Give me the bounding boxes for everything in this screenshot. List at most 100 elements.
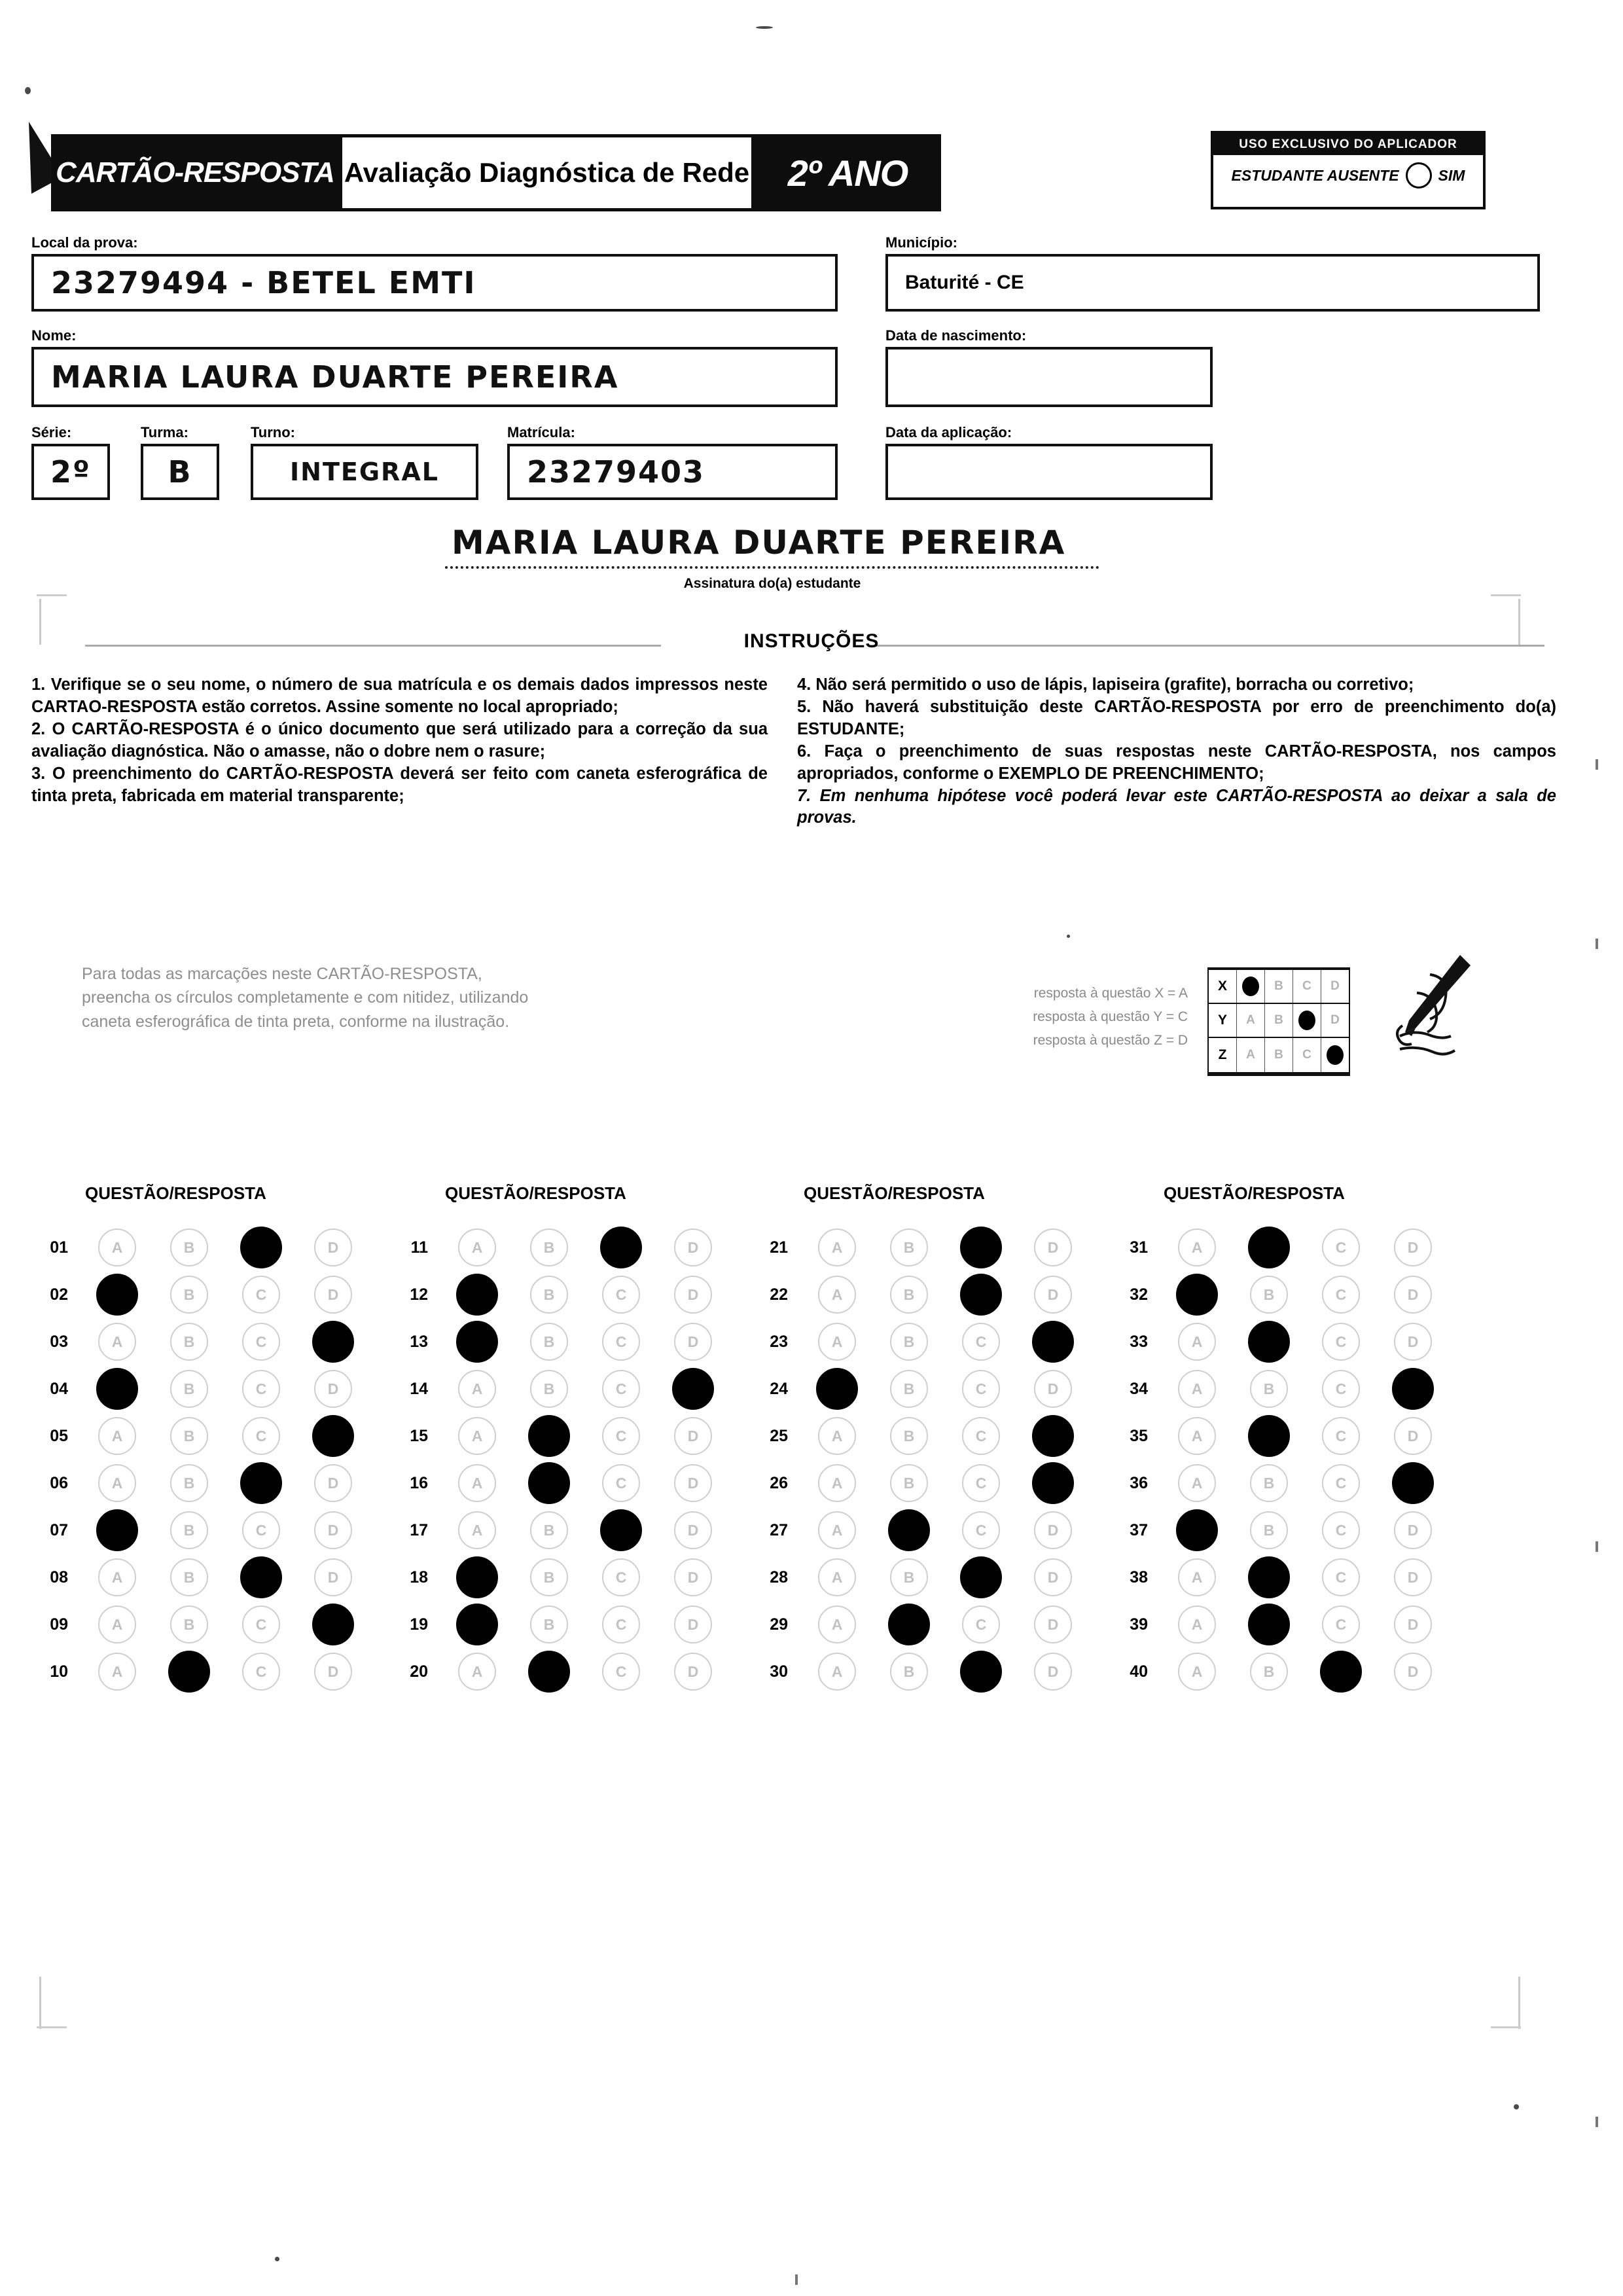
answer-option-b[interactable]: B [1233, 1370, 1305, 1408]
student-absent-bubble[interactable] [1405, 162, 1432, 188]
answer-column[interactable]: 31ABCD32ABCD33ABCD34ABCD35ABCD36ABCD37AB… [1105, 1224, 1449, 1695]
answer-bubble-filled[interactable]: C [240, 1556, 282, 1598]
answer-option-b[interactable]: B [1233, 1604, 1305, 1645]
answer-bubble-empty[interactable]: D [1034, 1511, 1072, 1549]
answer-option-a[interactable]: A [801, 1605, 873, 1643]
answer-bubble-empty[interactable]: A [98, 1323, 136, 1361]
answer-bubble-empty[interactable]: A [818, 1323, 856, 1361]
answer-bubble-empty[interactable]: D [314, 1653, 352, 1691]
answer-option-c[interactable]: C [945, 1556, 1017, 1598]
answer-bubble-empty[interactable]: A [818, 1605, 856, 1643]
answer-bubble-empty[interactable]: B [890, 1276, 928, 1314]
answer-option-b[interactable]: B [1233, 1227, 1305, 1268]
answer-bubble-filled[interactable]: C [1320, 1651, 1362, 1693]
answer-bubble-empty[interactable]: C [602, 1653, 640, 1691]
answer-bubble-filled[interactable]: A [96, 1509, 138, 1551]
answer-option-c[interactable]: C [1305, 1511, 1377, 1549]
answer-option-d[interactable]: D [657, 1368, 729, 1410]
answer-bubble-filled[interactable]: B [888, 1509, 930, 1551]
answer-option-d[interactable]: D [297, 1558, 369, 1596]
answer-bubble-empty[interactable]: C [1322, 1229, 1360, 1266]
answer-bubble-empty[interactable]: A [1178, 1558, 1216, 1596]
answer-option-c[interactable]: C [225, 1605, 297, 1643]
answer-bubble-empty[interactable]: B [890, 1464, 928, 1502]
answer-bubble-empty[interactable]: D [1034, 1229, 1072, 1266]
answer-option-d[interactable]: D [1017, 1370, 1089, 1408]
answer-bubble-filled[interactable]: A [456, 1604, 498, 1645]
answer-option-b[interactable]: B [1233, 1653, 1305, 1691]
answer-bubble-filled[interactable]: A [1176, 1509, 1218, 1551]
answer-option-a[interactable]: A [441, 1370, 513, 1408]
answer-bubble-empty[interactable]: B [530, 1323, 568, 1361]
answer-bubble-empty[interactable]: C [242, 1417, 280, 1455]
answer-bubble-filled[interactable]: D [1032, 1415, 1074, 1457]
answer-option-a[interactable]: A [1161, 1653, 1233, 1691]
answer-bubble-empty[interactable]: B [170, 1417, 208, 1455]
answer-bubble-empty[interactable]: A [1178, 1464, 1216, 1502]
answer-option-a[interactable]: A [801, 1368, 873, 1410]
answer-bubble-filled[interactable]: A [456, 1556, 498, 1598]
answer-bubble-empty[interactable]: A [458, 1370, 496, 1408]
answer-option-a[interactable]: A [1161, 1558, 1233, 1596]
answer-option-c[interactable]: C [1305, 1229, 1377, 1266]
answer-bubble-empty[interactable]: B [170, 1229, 208, 1266]
answer-bubble-empty[interactable]: C [242, 1511, 280, 1549]
answer-option-b[interactable]: B [153, 1558, 225, 1596]
answer-option-c[interactable]: C [945, 1511, 1017, 1549]
answer-bubble-empty[interactable]: B [530, 1511, 568, 1549]
answer-column[interactable]: 01ABCD02ABCD03ABCD04ABCD05ABCD06ABCD07AB… [25, 1224, 369, 1695]
answer-bubble-empty[interactable]: D [674, 1653, 712, 1691]
answer-option-c[interactable]: C [585, 1509, 657, 1551]
answer-bubble-empty[interactable]: B [170, 1370, 208, 1408]
answer-bubble-empty[interactable]: B [170, 1276, 208, 1314]
answer-option-b[interactable]: B [513, 1415, 585, 1457]
answer-option-c[interactable]: C [1305, 1417, 1377, 1455]
answer-bubble-empty[interactable]: A [1178, 1653, 1216, 1691]
serie-field[interactable]: 2º [31, 444, 110, 500]
answer-option-c[interactable]: C [585, 1464, 657, 1502]
answer-bubble-empty[interactable]: D [1034, 1558, 1072, 1596]
answer-bubble-filled[interactable]: D [1392, 1368, 1434, 1410]
answer-bubble-filled[interactable]: D [312, 1415, 354, 1457]
answer-option-a[interactable]: A [81, 1558, 153, 1596]
answer-bubble-empty[interactable]: B [530, 1605, 568, 1643]
answer-bubble-empty[interactable]: B [170, 1323, 208, 1361]
turma-field[interactable]: B [141, 444, 219, 500]
answer-option-d[interactable]: D [1017, 1462, 1089, 1504]
answer-bubble-empty[interactable]: A [818, 1653, 856, 1691]
answer-option-c[interactable]: C [1305, 1464, 1377, 1502]
answer-bubble-empty[interactable]: A [458, 1653, 496, 1691]
answer-bubble-empty[interactable]: D [1394, 1323, 1432, 1361]
answer-option-c[interactable]: C [225, 1556, 297, 1598]
answer-bubble-empty[interactable]: A [818, 1229, 856, 1266]
answer-option-b[interactable]: B [513, 1370, 585, 1408]
answer-option-d[interactable]: D [1017, 1229, 1089, 1266]
answer-option-b[interactable]: B [153, 1605, 225, 1643]
answer-option-c[interactable]: C [585, 1227, 657, 1268]
answer-bubble-empty[interactable]: C [602, 1323, 640, 1361]
answer-option-d[interactable]: D [297, 1653, 369, 1691]
answer-option-b[interactable]: B [153, 1464, 225, 1502]
answer-option-d[interactable]: D [297, 1370, 369, 1408]
answer-option-a[interactable]: A [801, 1276, 873, 1314]
answer-bubble-empty[interactable]: B [890, 1323, 928, 1361]
answer-bubble-empty[interactable]: C [1322, 1605, 1360, 1643]
answer-option-b[interactable]: B [513, 1558, 585, 1596]
answer-bubble-filled[interactable]: A [96, 1368, 138, 1410]
answer-option-d[interactable]: D [1377, 1229, 1449, 1266]
answer-option-c[interactable]: C [585, 1605, 657, 1643]
answer-option-d[interactable]: D [297, 1511, 369, 1549]
local-da-prova-field[interactable]: 23279494 - BETEL EMTI [31, 254, 838, 312]
answer-bubble-empty[interactable]: C [1322, 1511, 1360, 1549]
answer-bubble-empty[interactable]: C [242, 1323, 280, 1361]
answer-option-b[interactable]: B [873, 1417, 945, 1455]
answer-bubble-empty[interactable]: D [674, 1464, 712, 1502]
answer-option-c[interactable]: C [225, 1370, 297, 1408]
answer-bubble-empty[interactable]: B [530, 1276, 568, 1314]
answer-bubble-empty[interactable]: D [1394, 1558, 1432, 1596]
answer-bubble-empty[interactable]: B [1250, 1511, 1288, 1549]
answer-bubble-filled[interactable]: D [1032, 1462, 1074, 1504]
answer-bubble-empty[interactable]: C [962, 1417, 1000, 1455]
answer-bubble-empty[interactable]: B [170, 1511, 208, 1549]
answer-option-b[interactable]: B [873, 1464, 945, 1502]
